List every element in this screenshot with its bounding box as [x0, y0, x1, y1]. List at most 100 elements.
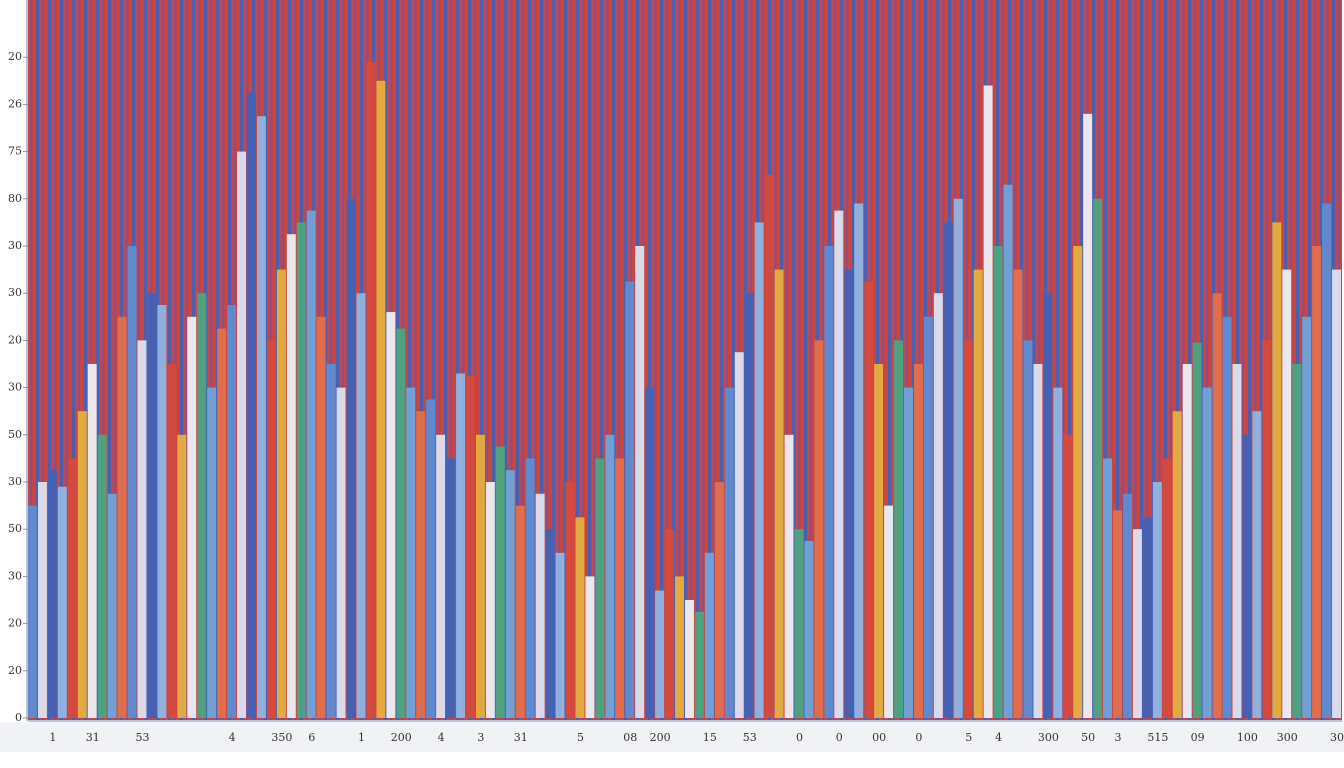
x-tick-label: 1	[358, 731, 365, 744]
bar	[1192, 342, 1202, 718]
bar	[605, 434, 615, 718]
bar	[535, 493, 545, 718]
bar	[724, 387, 734, 718]
bar	[1152, 482, 1162, 718]
x-tick-label: 515	[1147, 731, 1168, 744]
bar	[466, 375, 475, 718]
bar	[1142, 517, 1152, 718]
bar	[1292, 364, 1302, 718]
bar	[1093, 198, 1103, 719]
x-tick-label: 53	[743, 731, 757, 744]
y-tick-label: 30	[8, 569, 22, 582]
bar	[1182, 364, 1192, 718]
bar	[237, 151, 247, 719]
bar	[894, 340, 904, 718]
bar	[336, 387, 346, 718]
bar	[575, 517, 585, 718]
bar	[1332, 269, 1342, 718]
x-tick-label: 1	[49, 731, 56, 744]
x-tick-label: 0	[796, 731, 803, 744]
bar	[1282, 269, 1292, 718]
bar	[426, 399, 436, 718]
bar	[904, 387, 913, 718]
x-tick-label: 200	[391, 731, 412, 744]
bar	[675, 576, 685, 718]
bar	[764, 175, 774, 718]
y-tick-label: 30	[8, 381, 22, 394]
bar	[1113, 510, 1123, 718]
bar	[207, 387, 217, 718]
y-tick-label: 20	[8, 50, 22, 63]
bar	[137, 340, 147, 718]
bar	[485, 482, 495, 718]
bar	[306, 210, 316, 718]
bar	[585, 576, 595, 718]
bar	[734, 352, 744, 718]
bar	[117, 316, 127, 718]
bar	[1073, 246, 1083, 718]
bar	[933, 293, 943, 718]
bars	[28, 61, 1342, 719]
x-tick-label: 30	[1330, 731, 1344, 744]
bar	[406, 387, 416, 718]
bar	[1222, 316, 1232, 718]
bar	[1232, 364, 1242, 718]
bar	[296, 222, 306, 718]
bar	[47, 470, 57, 718]
bar	[1003, 184, 1013, 718]
x-axis-band	[0, 722, 1344, 752]
x-tick-label: 0	[915, 731, 922, 744]
bar	[645, 387, 655, 718]
bar	[834, 210, 844, 718]
y-tick-label: 26	[8, 97, 22, 110]
bar	[197, 293, 207, 718]
bar	[874, 364, 884, 718]
bar	[884, 505, 894, 718]
bar	[436, 434, 446, 718]
bar	[217, 328, 227, 718]
bar	[1063, 434, 1073, 718]
x-tick-label: 31	[86, 731, 100, 744]
bar	[366, 61, 376, 719]
x-tick-label: 4	[438, 731, 445, 744]
y-tick-label: 50	[8, 428, 22, 441]
bar	[1242, 434, 1252, 718]
bar	[973, 269, 983, 718]
x-tick-label: 3	[477, 731, 484, 744]
bar	[953, 198, 963, 719]
x-tick-label: 15	[703, 731, 717, 744]
x-tick-label: 31	[514, 731, 528, 744]
bar	[147, 293, 157, 718]
bar	[505, 470, 515, 718]
bar	[635, 246, 645, 718]
bar	[97, 434, 107, 718]
bar	[1172, 411, 1182, 718]
bar	[784, 434, 794, 718]
bar	[814, 340, 824, 718]
bar	[177, 434, 187, 718]
bar	[276, 269, 286, 718]
bar	[615, 458, 625, 718]
bar	[595, 458, 605, 718]
bar	[1162, 458, 1172, 718]
bar	[943, 222, 953, 718]
bar	[107, 493, 117, 718]
x-tick-label: 200	[650, 731, 671, 744]
bar	[256, 116, 266, 718]
bar	[316, 316, 326, 718]
bar	[1322, 203, 1332, 718]
x-tick-label: 50	[1081, 731, 1095, 744]
bar	[1212, 293, 1222, 718]
bar	[963, 340, 973, 718]
bar	[67, 458, 77, 718]
y-tick-label: 50	[8, 522, 22, 535]
bar	[685, 600, 694, 718]
bar	[515, 505, 525, 718]
bar	[804, 541, 814, 718]
bar	[665, 529, 675, 718]
bar	[356, 293, 366, 718]
y-tick-label: 75	[8, 145, 22, 158]
bar	[416, 411, 426, 718]
bar	[983, 85, 993, 718]
